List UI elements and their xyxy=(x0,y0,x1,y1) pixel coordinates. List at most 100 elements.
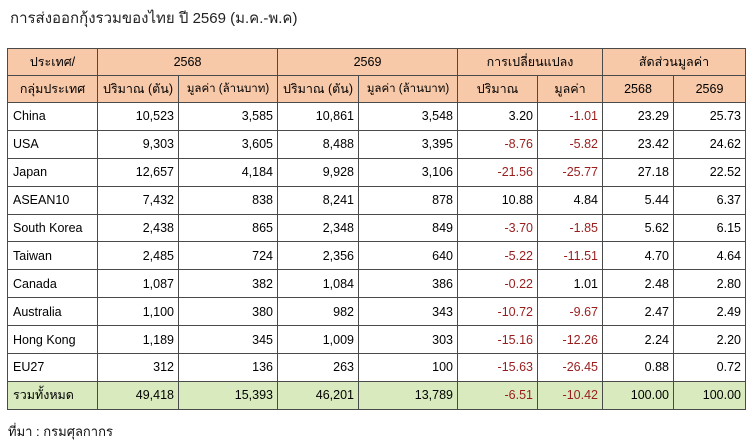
vol-2568-cell: 1,189 xyxy=(97,325,179,355)
total-chg-vol: -6.51 xyxy=(457,380,538,410)
val-2568-cell: 382 xyxy=(178,269,278,299)
chg-val-cell: -25.77 xyxy=(537,157,603,187)
header-vol-2568: ปริมาณ (ตัน) xyxy=(97,75,179,103)
table-row: Taiwan 2,485 724 2,356 640 -5.22 -11.51 … xyxy=(7,241,746,271)
table-row: Canada 1,087 382 1,084 386 -0.22 1.01 2.… xyxy=(7,269,746,299)
vol-2568-cell: 12,657 xyxy=(97,157,179,187)
country-cell: ASEAN10 xyxy=(7,185,98,215)
share-2569-cell: 2.80 xyxy=(673,269,746,299)
country-cell: USA xyxy=(7,129,98,159)
vol-2568-cell: 2,485 xyxy=(97,241,179,271)
header-country-group: ประเทศ/ xyxy=(7,48,98,76)
share-2568-cell: 23.29 xyxy=(602,102,674,131)
val-2569-cell: 878 xyxy=(358,185,458,215)
vol-2569-cell: 2,356 xyxy=(277,241,359,271)
header-share: สัดส่วนมูลค่า xyxy=(602,48,746,76)
vol-2569-cell: 10,861 xyxy=(277,102,359,131)
header-row-1: ประเทศ/ 2568 2569 การเปลี่ยนแปลง สัดส่วน… xyxy=(7,48,746,76)
val-2568-cell: 4,184 xyxy=(178,157,278,187)
chg-val-cell: -5.82 xyxy=(537,129,603,159)
chg-val-cell: 1.01 xyxy=(537,269,603,299)
share-2569-cell: 22.52 xyxy=(673,157,746,187)
shrimp-export-table: ประเทศ/ 2568 2569 การเปลี่ยนแปลง สัดส่วน… xyxy=(7,48,746,410)
share-2568-cell: 2.47 xyxy=(602,297,674,327)
vol-2569-cell: 9,928 xyxy=(277,157,359,187)
page-title: การส่งออกกุ้งรวมของไทย ปี 2569 (ม.ค.-พ.ค… xyxy=(10,10,298,27)
header-val-2568: มูลค่า (ล้านบาท) xyxy=(178,75,278,103)
table-row: Australia 1,100 380 982 343 -10.72 -9.67… xyxy=(7,297,746,327)
val-2569-cell: 3,548 xyxy=(358,102,458,131)
country-cell: China xyxy=(7,102,98,131)
val-2569-cell: 849 xyxy=(358,213,458,243)
val-2569-cell: 386 xyxy=(358,269,458,299)
vol-2568-cell: 1,100 xyxy=(97,297,179,327)
header-chg-val: มูลค่า xyxy=(537,75,603,103)
chg-val-cell: -1.01 xyxy=(537,102,603,131)
table-row: Japan 12,657 4,184 9,928 3,106 -21.56 -2… xyxy=(7,157,746,187)
total-val-2569: 13,789 xyxy=(358,380,458,410)
header-share-2569: 2569 xyxy=(673,75,746,103)
val-2568-cell: 838 xyxy=(178,185,278,215)
chg-val-cell: -12.26 xyxy=(537,325,603,355)
country-cell: Hong Kong xyxy=(7,325,98,355)
vol-2569-cell: 1,084 xyxy=(277,269,359,299)
chg-vol-cell: -3.70 xyxy=(457,213,538,243)
chg-vol-cell: -10.72 xyxy=(457,297,538,327)
country-cell: EU27 xyxy=(7,353,98,382)
vol-2568-cell: 1,087 xyxy=(97,269,179,299)
chg-vol-cell: 10.88 xyxy=(457,185,538,215)
total-share-2568: 100.00 xyxy=(602,380,674,410)
val-2568-cell: 724 xyxy=(178,241,278,271)
table-row: China 10,523 3,585 10,861 3,548 3.20 -1.… xyxy=(7,102,746,131)
chg-val-cell: -1.85 xyxy=(537,213,603,243)
share-2569-cell: 6.37 xyxy=(673,185,746,215)
val-2569-cell: 3,395 xyxy=(358,129,458,159)
country-cell: Canada xyxy=(7,269,98,299)
share-2568-cell: 27.18 xyxy=(602,157,674,187)
share-2568-cell: 2.48 xyxy=(602,269,674,299)
vol-2568-cell: 10,523 xyxy=(97,102,179,131)
table-row: EU27 312 136 263 100 -15.63 -26.45 0.88 … xyxy=(7,353,746,382)
vol-2569-cell: 263 xyxy=(277,353,359,382)
vol-2569-cell: 8,241 xyxy=(277,185,359,215)
share-2569-cell: 2.49 xyxy=(673,297,746,327)
chg-val-cell: -26.45 xyxy=(537,353,603,382)
vol-2568-cell: 312 xyxy=(97,353,179,382)
total-label: รวมทั้งหมด xyxy=(7,380,98,410)
header-val-2569: มูลค่า (ล้านบาท) xyxy=(358,75,458,103)
share-2568-cell: 4.70 xyxy=(602,241,674,271)
val-2569-cell: 100 xyxy=(358,353,458,382)
table-row: Hong Kong 1,189 345 1,009 303 -15.16 -12… xyxy=(7,325,746,355)
total-val-2568: 15,393 xyxy=(178,380,278,410)
chg-val-cell: 4.84 xyxy=(537,185,603,215)
country-cell: South Korea xyxy=(7,213,98,243)
total-vol-2569: 46,201 xyxy=(277,380,359,410)
vol-2568-cell: 7,432 xyxy=(97,185,179,215)
header-share-2568: 2568 xyxy=(602,75,674,103)
share-2568-cell: 23.42 xyxy=(602,129,674,159)
vol-2568-cell: 9,303 xyxy=(97,129,179,159)
share-2568-cell: 5.62 xyxy=(602,213,674,243)
share-2569-cell: 24.62 xyxy=(673,129,746,159)
chg-vol-cell: -5.22 xyxy=(457,241,538,271)
val-2568-cell: 865 xyxy=(178,213,278,243)
vol-2569-cell: 982 xyxy=(277,297,359,327)
total-vol-2568: 49,418 xyxy=(97,380,179,410)
val-2568-cell: 3,605 xyxy=(178,129,278,159)
chg-vol-cell: -15.63 xyxy=(457,353,538,382)
vol-2569-cell: 2,348 xyxy=(277,213,359,243)
header-year-2568: 2568 xyxy=(97,48,278,76)
table-row: South Korea 2,438 865 2,348 849 -3.70 -1… xyxy=(7,213,746,243)
chg-vol-cell: -15.16 xyxy=(457,325,538,355)
header-country-group-2: กลุ่มประเทศ xyxy=(7,75,98,103)
share-2568-cell: 5.44 xyxy=(602,185,674,215)
vol-2568-cell: 2,438 xyxy=(97,213,179,243)
share-2569-cell: 25.73 xyxy=(673,102,746,131)
country-cell: Japan xyxy=(7,157,98,187)
vol-2569-cell: 1,009 xyxy=(277,325,359,355)
share-2569-cell: 0.72 xyxy=(673,353,746,382)
header-vol-2569: ปริมาณ (ตัน) xyxy=(277,75,359,103)
header-year-2569: 2569 xyxy=(277,48,458,76)
header-chg-vol: ปริมาณ xyxy=(457,75,538,103)
val-2568-cell: 345 xyxy=(178,325,278,355)
